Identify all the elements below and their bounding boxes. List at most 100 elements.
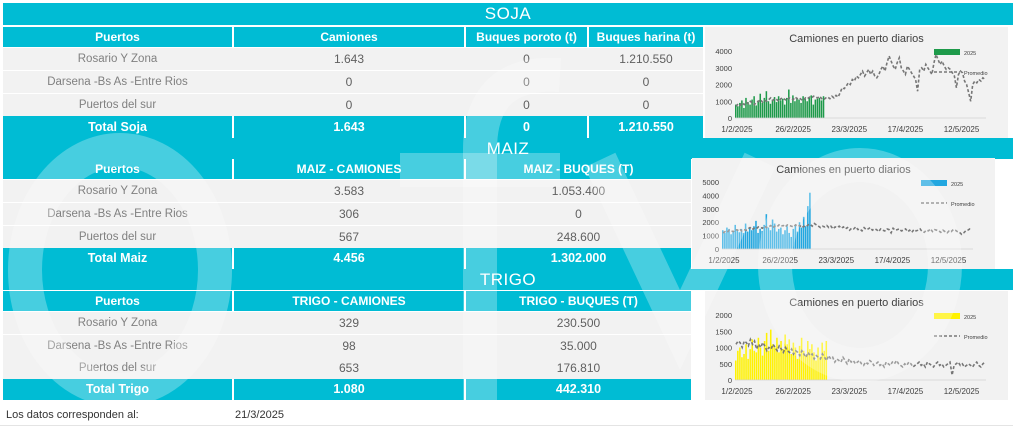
x-tick-label: 23/3/2025: [831, 125, 867, 134]
x-tick-label: 12/5/2025: [944, 125, 980, 134]
trigo-total-buques: 442.310: [466, 379, 691, 400]
legend-label-2025: 2025: [964, 51, 976, 57]
maiz-header-buques: MAIZ - BUQUES (T): [466, 159, 691, 179]
bar-mark: [746, 231, 749, 249]
maiz-total-buques: 1.302.000: [466, 248, 691, 269]
maiz-row-1-buques: 0: [575, 207, 582, 221]
x-tick-label: 17/4/2025: [888, 125, 924, 134]
soja-total-camiones: 1.643: [234, 116, 464, 138]
bar-mark: [747, 102, 749, 118]
y-tick-label: 1500: [715, 327, 732, 336]
x-tick-label: 23/3/2025: [818, 256, 854, 265]
x-tick-label: 26/2/2025: [775, 387, 811, 396]
bar-mark: [823, 350, 826, 380]
bar-mark: [755, 105, 757, 118]
bar-mark: [802, 96, 804, 118]
bar-mark: [767, 101, 770, 118]
bar-mark: [788, 89, 790, 118]
trigo-total-camiones: 1.080: [234, 379, 464, 400]
bar-mark: [786, 97, 788, 118]
maiz-row-1-puerto: Darsena -Bs As -Entre Rios: [47, 208, 188, 220]
bar-mark: [763, 224, 766, 249]
trigo-row-0-buques: 230.500: [556, 316, 601, 330]
bar-mark: [769, 329, 772, 380]
bar-mark: [765, 214, 768, 249]
trigo-row-0-camiones: 329: [338, 316, 360, 330]
trigo-row-1: [3, 335, 691, 357]
trigo-section-title: TRIGO: [3, 269, 1013, 290]
bar-mark: [759, 93, 762, 118]
bar-mark: [755, 352, 758, 380]
trigo-row-1-camiones: 98: [342, 339, 356, 353]
bar-mark: [737, 106, 739, 118]
bar-mark: [761, 355, 764, 380]
bar-mark: [745, 97, 747, 118]
chart-title: Camiones en puerto diarios: [789, 297, 924, 309]
trigo-chart-svg: Camiones en puerto diarios 0 500 1000 1500 20…: [715, 297, 987, 396]
bar-mark: [796, 231, 799, 249]
bar-mark: [744, 223, 747, 249]
y-tick-label: 1000: [702, 232, 719, 241]
bar-mark: [724, 232, 726, 249]
soja-row-1-camiones: 0: [345, 75, 353, 89]
legend-swatch-2025: [934, 313, 960, 319]
bar-mark: [808, 97, 810, 118]
x-tick-label: 1/2/2025: [721, 387, 753, 396]
maiz-row-2-puerto: Puertos del sur: [78, 231, 157, 243]
maiz-row-2-camiones: 567: [338, 230, 360, 244]
bar-mark: [735, 104, 737, 118]
soja-row-0-poroto: 0: [523, 52, 530, 66]
legend-label-2025: 2025: [951, 182, 963, 188]
y-tick-label: 5000: [702, 178, 719, 187]
trigo-row-1-puerto: Darsena -Bs As -Entre Rios: [47, 340, 188, 352]
bar-mark: [769, 230, 772, 249]
maiz-header-puertos: Puertos: [3, 159, 232, 179]
bar-mark: [748, 227, 751, 249]
bar-mark: [740, 228, 743, 249]
bar-mark: [773, 223, 776, 249]
soja-row-1-puerto: Darsena -Bs As -Entre Rios: [47, 76, 188, 88]
bar-mark: [759, 347, 762, 380]
soja-row-1-poroto: 0: [523, 75, 530, 89]
y-tick-label: 3000: [702, 205, 719, 214]
bar-mark: [786, 226, 788, 249]
soja-row-2: [3, 94, 703, 116]
soja-row-2-camiones: 0: [345, 98, 353, 112]
promedio-line: [735, 337, 986, 376]
bar-mark: [765, 91, 768, 118]
bar-mark: [798, 345, 801, 380]
y-tick-label: 4000: [702, 191, 719, 200]
bar-mark: [776, 337, 778, 380]
bar-mark: [796, 97, 798, 118]
chart-title: Camiones en puerto diarios: [789, 33, 924, 45]
bar-mark: [767, 350, 770, 380]
x-tick-label: 1/2/2025: [708, 256, 740, 265]
trigo-row-2: [3, 357, 691, 379]
bar-mark: [784, 230, 786, 249]
bar-mark: [820, 100, 823, 118]
x-tick-label: 17/4/2025: [875, 256, 911, 265]
y-tick-label: 4000: [715, 47, 732, 56]
bar-mark: [809, 349, 811, 380]
maiz-section-title: MAIZ: [3, 138, 1013, 159]
bar-mark: [735, 360, 737, 380]
bar-mark: [753, 350, 756, 380]
y-tick-label: 0: [728, 376, 732, 385]
maiz-row-1: [3, 203, 691, 225]
bar-mark: [780, 227, 782, 249]
trigo-header-buques: TRIGO - BUQUES (T): [466, 291, 691, 311]
bar-mark: [783, 104, 786, 118]
soja-total-poroto: 0: [466, 116, 587, 138]
bar-mark: [749, 104, 751, 118]
maiz-chart-svg: Camiones en puerto diarios 0 1000 2000 3000 4…: [702, 164, 974, 265]
soja-chart: Camiones en puerto diarios 0 1000 2000 3000 4…: [705, 27, 1008, 138]
soja-row-1: [3, 71, 703, 93]
bar-mark: [782, 349, 784, 380]
bar-mark: [738, 232, 741, 249]
bar-mark: [804, 98, 806, 118]
bar-mark: [773, 97, 776, 118]
y-tick-label: 2000: [715, 311, 732, 320]
y-tick-label: 1000: [715, 344, 732, 353]
soja-row-1-harina: 0: [642, 75, 650, 89]
bar-mark: [765, 332, 768, 380]
